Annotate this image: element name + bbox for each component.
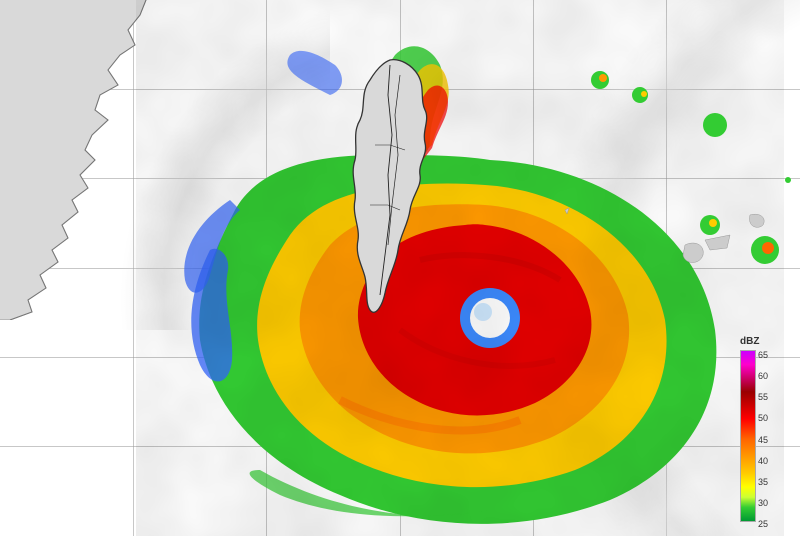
legend-tick-8: 25	[758, 519, 768, 529]
legend-tick-7: 30	[758, 498, 768, 508]
outlying-convective-cells	[560, 60, 800, 320]
legend-tick-1: 60	[758, 371, 768, 381]
legend-title: dBZ	[740, 336, 759, 347]
legend-tick-2: 55	[758, 392, 768, 402]
legend-ticks: 65 60 55 50 45 40 35 30 25	[758, 350, 784, 520]
legend-tick-4: 45	[758, 435, 768, 445]
legend-color-bar	[740, 350, 756, 522]
legend-tick-5: 40	[758, 456, 768, 466]
taiwan-island	[330, 55, 470, 355]
legend-tick-0: 65	[758, 350, 768, 360]
radar-map-container: dBZ 65 60 55 50 45 40 35 30 25	[0, 0, 800, 536]
legend-tick-3: 50	[758, 413, 768, 423]
dbz-color-legend: dBZ 65 60 55 50 45 40 35 30 25	[730, 336, 786, 536]
legend-tick-6: 35	[758, 477, 768, 487]
